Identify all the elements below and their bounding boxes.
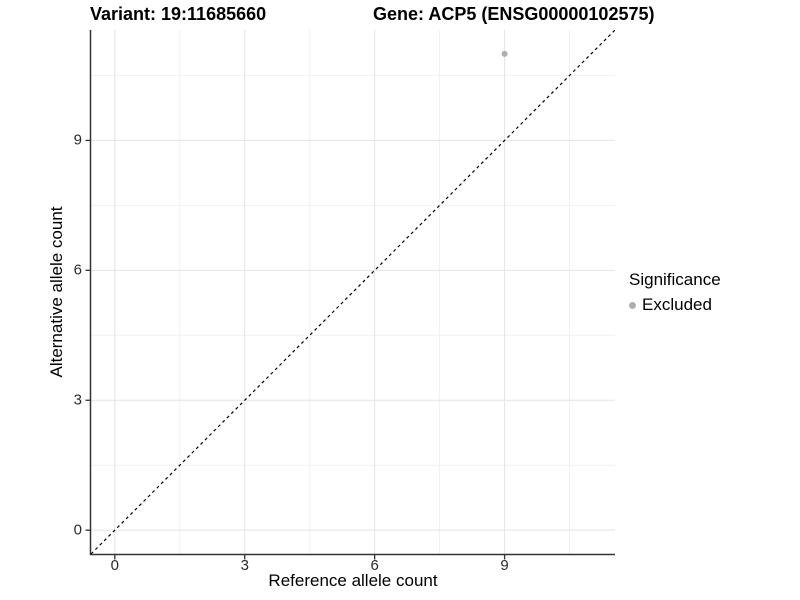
y-tick-label: 0	[73, 521, 82, 539]
y-tick-label: 6	[73, 261, 82, 279]
identity-line	[90, 30, 616, 555]
gene-title: Gene: ACP5 (ENSG00000102575)	[373, 4, 655, 24]
legend: Significance Excluded	[629, 270, 721, 315]
y-tick-label: 9	[73, 131, 82, 149]
plot-graphics	[85, 30, 616, 560]
legend-title: Significance	[629, 270, 721, 289]
x-tick-label: 6	[370, 557, 379, 574]
plot-panel	[91, 30, 615, 554]
data-point	[501, 50, 508, 57]
x-tick-label: 3	[240, 557, 249, 574]
y-axis-title: Alternative allele count	[47, 206, 66, 378]
variant-title: Variant: 19:11685660	[90, 4, 267, 24]
x-tick-label: 0	[110, 557, 119, 574]
legend-item-label: Excluded	[642, 295, 712, 314]
legend-point-icon	[629, 301, 636, 309]
x-axis-title: Reference allele count	[268, 571, 438, 590]
legend-item-excluded: Excluded	[629, 295, 721, 315]
y-tick-label: 3	[73, 391, 82, 409]
x-tick-label: 9	[500, 557, 509, 574]
